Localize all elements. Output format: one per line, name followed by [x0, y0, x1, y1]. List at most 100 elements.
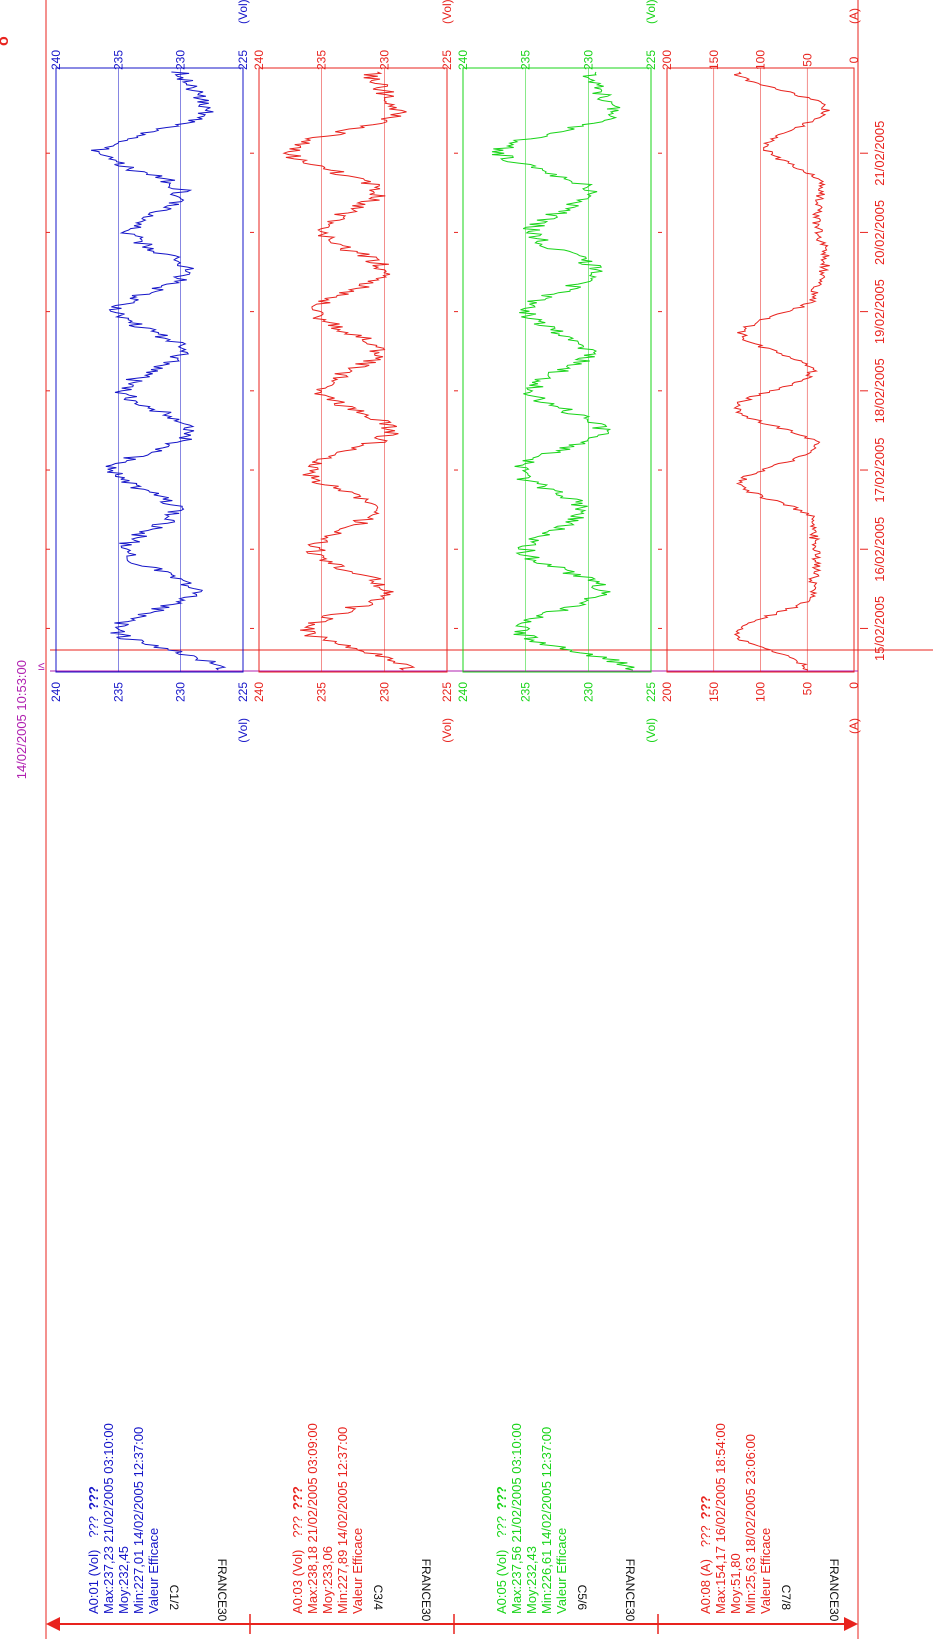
channel-label: C3/4 [371, 1585, 385, 1611]
tick-label-top: 235 [315, 50, 329, 70]
tick-label-bottom: 235 [519, 682, 533, 702]
time-label: 16/02/2005 [872, 517, 887, 582]
tick-label-bottom: 100 [754, 682, 768, 702]
tick-label-bottom: 50 [800, 682, 814, 696]
tick-label-bottom: 0 [847, 682, 861, 689]
stats-line: Max:154,17 16/02/2005 18:54:00 [713, 1423, 728, 1614]
stats-line: Moy:233,06 [320, 1546, 335, 1614]
stats-block-C7-8: A0:08 (A)?????? Max:154,17 16/02/2005 18:… [698, 1423, 793, 1614]
tick-label-bottom: 230 [377, 682, 391, 702]
unit-label-top: (Vol) [440, 0, 454, 24]
panel-frame [462, 67, 652, 673]
panel-C5-6: 225 225 230 230 235 235 240 240 (Vol) (Vol) [456, 0, 658, 743]
stats-line: Min:227,89 14/02/2005 12:37:00 [335, 1427, 350, 1614]
logo-glyph: o [0, 36, 12, 46]
tick-label-bottom: 240 [252, 682, 266, 702]
stats-line: Moy:51,80 [728, 1553, 743, 1614]
series-line-C7-8 [733, 71, 830, 671]
tick-label-top: 230 [377, 50, 391, 70]
panel-C1-2: 225 225 230 230 235 235 240 240 (Vol) (Vol) [49, 0, 250, 743]
stats-blocks: A0:01 (Vol)?????? Max:237,23 21/02/2005 0… [86, 1423, 793, 1614]
unknown-label: ??? [290, 1516, 305, 1538]
tick-label-top: 240 [456, 50, 470, 70]
tick-label-bottom: 235 [315, 682, 329, 702]
stats-block-C1-2: A0:01 (Vol)?????? Max:237,23 21/02/2005 0… [86, 1423, 181, 1614]
stats-block-C3-4: A0:03 (Vol)?????? Max:238,18 21/02/2005 0… [290, 1423, 385, 1614]
unit-label-top: (Vol) [644, 0, 658, 24]
tick-label-bottom: 230 [174, 682, 188, 702]
unknown-label: ??? [698, 1525, 713, 1547]
unit-label-bottom: (Vol) [236, 718, 250, 743]
stats-line: Max:237,56 21/02/2005 03:10:00 [509, 1423, 524, 1614]
channel-tag: FRANCE30 [827, 1559, 841, 1622]
stats-line: Max:237,23 21/02/2005 03:10:00 [101, 1423, 116, 1614]
time-label: 19/02/2005 [872, 279, 887, 344]
tick-label-top: 240 [49, 50, 63, 70]
start-marker-icon: ≤ [38, 659, 45, 673]
tick-label-top: 230 [174, 50, 188, 70]
tick-label-bottom: 240 [456, 682, 470, 702]
stats-line: Max:238,18 21/02/2005 03:09:00 [305, 1423, 320, 1614]
channel-tag: FRANCE30 [623, 1559, 637, 1622]
stats-line: A0:08 (A)?????? [698, 1495, 713, 1614]
tick-label-top: 225 [644, 50, 658, 70]
unknown-label-bold: ??? [698, 1495, 713, 1519]
unit-label-top: (Vol) [236, 0, 250, 24]
time-label: 17/02/2005 [872, 437, 887, 502]
series-line-C1-2 [91, 71, 227, 671]
tick-label-bottom: 225 [440, 682, 454, 702]
time-axis: 15/02/2005 16/02/2005 17/02/2005 18/02/2005… [46, 121, 887, 661]
tick-label-top: 235 [519, 50, 533, 70]
tick-label-bottom: 225 [236, 682, 250, 702]
channel-tag: FRANCE30 [215, 1559, 229, 1622]
stats-line: Valeur Efficace [146, 1528, 161, 1614]
tick-label-bottom: 225 [644, 682, 658, 702]
time-label: 21/02/2005 [872, 121, 887, 186]
tick-label-top: 100 [754, 50, 768, 70]
tick-label-top: 200 [660, 50, 674, 70]
stats-line: Min:226,61 14/02/2005 12:37:00 [539, 1427, 554, 1614]
unknown-label-bold: ??? [290, 1486, 305, 1510]
panel-frame [55, 67, 244, 673]
panel-C7-8: 0 0 50 50 100 100 150 150 200 200 (A) (A) [660, 8, 861, 734]
unit-label-top: (A) [847, 8, 861, 24]
channel-tags: FRANCE30 FRANCE30 FRANCE30 FRANCE30 [215, 1559, 841, 1634]
panel-C3-4: 225 225 230 230 235 235 240 240 (Vol) (Vol) [252, 0, 454, 743]
unknown-label-bold: ??? [494, 1486, 509, 1510]
tick-label-top: 225 [236, 50, 250, 70]
stats-line: Valeur Efficace [554, 1528, 569, 1614]
stats-block-C5-6: A0:05 (Vol)?????? Max:237,56 21/02/2005 0… [494, 1423, 589, 1614]
arrow-right-icon [844, 1617, 858, 1631]
stats-line: Min:25,63 18/02/2005 23:06:00 [743, 1434, 758, 1614]
channel-label: C1/2 [167, 1585, 181, 1611]
time-label: 18/02/2005 [872, 358, 887, 423]
tick-label-bottom: 235 [111, 682, 125, 702]
unknown-label: ??? [494, 1516, 509, 1538]
stats-line: Moy:232,43 [524, 1546, 539, 1614]
stats-line: Valeur Efficace [350, 1528, 365, 1614]
tick-label-top: 235 [111, 50, 125, 70]
arrow-left-icon [46, 1617, 60, 1631]
channel-tag: FRANCE30 [419, 1559, 433, 1622]
tick-label-top: 225 [440, 50, 454, 70]
start-timestamp: 14/02/2005 10:53:00 [14, 660, 29, 779]
stats-line: A0:05 (Vol)?????? [494, 1486, 509, 1614]
unknown-label-bold: ??? [86, 1486, 101, 1510]
stats-line: Min:227,01 14/02/2005 12:37:00 [131, 1427, 146, 1614]
unit-label-bottom: (Vol) [644, 718, 658, 743]
series-line-C3-4 [282, 71, 416, 671]
stats-line: A0:01 (Vol)?????? [86, 1486, 101, 1614]
time-label: 20/02/2005 [872, 200, 887, 265]
unit-label-bottom: (A) [847, 718, 861, 734]
unit-label-bottom: (Vol) [440, 718, 454, 743]
channel-label: C7/8 [779, 1585, 793, 1611]
series-line-C5-6 [491, 71, 635, 671]
tick-label-top: 0 [847, 56, 861, 63]
time-label: 15/02/2005 [872, 596, 887, 661]
tick-label-bottom: 200 [660, 682, 674, 702]
tick-label-bottom: 230 [581, 682, 595, 702]
panel-frame [258, 67, 448, 673]
stats-line: Moy:232,45 [116, 1546, 131, 1614]
panels: 225 225 230 230 235 235 240 240 (Vol) (Vol) 225 225… [49, 0, 861, 743]
